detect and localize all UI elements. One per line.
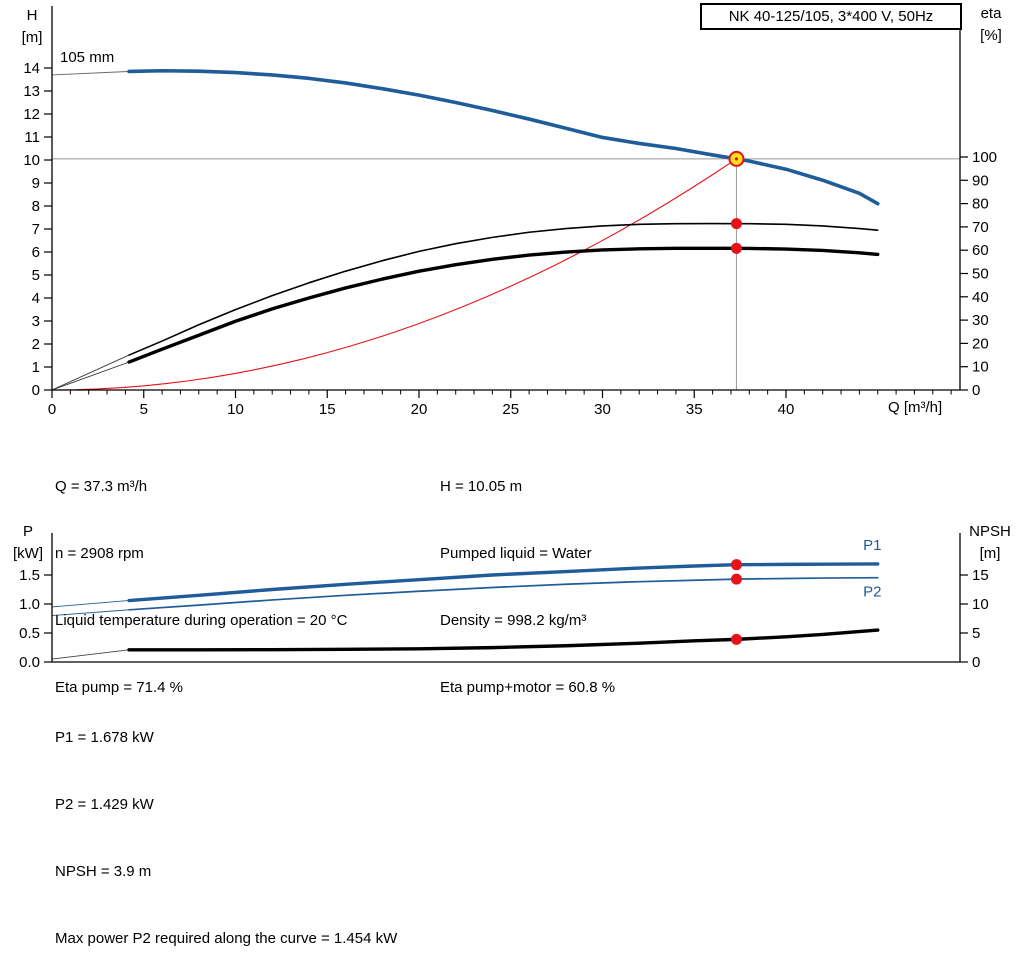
svg-text:60: 60 (972, 242, 989, 259)
svg-text:20: 20 (411, 401, 428, 418)
impeller-diameter-label: 105 mm (60, 49, 115, 66)
info-line-npsh: NPSH = 3.9 m (55, 863, 152, 881)
svg-text:10: 10 (972, 359, 989, 376)
svg-text:2: 2 (32, 336, 40, 353)
duty-info-left-column: Q = 37.3 m³/h n = 2908 rpm Liquid temper… (55, 431, 347, 722)
power-axis-label: P [kW] (6, 521, 50, 565)
info-line-liquid-temperature: Liquid temperature during operation = 20… (55, 612, 348, 630)
svg-text:4: 4 (32, 290, 40, 307)
svg-text:P1: P1 (863, 537, 881, 554)
svg-text:5: 5 (140, 401, 148, 418)
eta-axis-label: eta [%] (966, 3, 1016, 47)
svg-text:5: 5 (32, 267, 40, 284)
svg-text:0: 0 (972, 382, 980, 399)
svg-text:12: 12 (23, 106, 40, 123)
svg-text:11: 11 (24, 129, 40, 146)
head-axis-label-unit: [m] (21, 29, 43, 46)
head-axis-label-symbol: H (26, 7, 38, 24)
flow-axis-label: Q [m³/h] (888, 399, 943, 416)
svg-text:70: 70 (972, 219, 989, 236)
npsh-axis-label-symbol: NPSH (969, 523, 1011, 540)
head-axis-label: H [m] (12, 5, 52, 49)
npsh-axis-label-unit: [m] (979, 545, 1001, 562)
svg-text:30: 30 (972, 312, 989, 329)
svg-text:14: 14 (23, 60, 40, 77)
svg-text:8: 8 (32, 198, 40, 215)
svg-text:90: 90 (972, 172, 989, 189)
svg-text:7: 7 (32, 221, 40, 238)
info-line-density: Density = 998.2 kg/m³ (440, 612, 587, 630)
svg-text:15: 15 (972, 567, 989, 584)
svg-text:5: 5 (972, 625, 980, 642)
info-line-eta-pump: Eta pump = 71.4 % (55, 679, 183, 697)
svg-text:6: 6 (32, 244, 40, 261)
info-line-speed: n = 2908 rpm (55, 545, 144, 563)
svg-text:10: 10 (227, 401, 244, 418)
svg-text:10: 10 (972, 596, 989, 613)
svg-text:0: 0 (32, 382, 40, 399)
info-line-eta-pump-motor: Eta pump+motor = 60.8 % (440, 679, 616, 697)
svg-text:P2: P2 (863, 583, 881, 600)
svg-text:0: 0 (972, 654, 980, 671)
svg-text:40: 40 (972, 289, 989, 306)
svg-text:20: 20 (972, 335, 989, 352)
svg-text:3: 3 (32, 313, 40, 330)
info-line-p2: P2 = 1.429 kW (55, 796, 154, 814)
svg-text:0: 0 (48, 401, 56, 418)
power-axis-label-symbol: P (22, 523, 33, 540)
svg-text:100: 100 (972, 149, 997, 166)
svg-text:80: 80 (972, 196, 989, 213)
info-line-max-power: Max power P2 required along the curve = … (55, 930, 398, 948)
svg-text:0.0: 0.0 (19, 654, 40, 671)
power-axis-label-unit: [kW] (13, 545, 43, 562)
pump-curve-page: { "title_box": "NK 40-125/105, 3*400 V, … (6, 3, 1020, 948)
info-line-head: H = 10.05 m (440, 477, 523, 495)
pump-performance-chart: 0123456789101112131401020304050607080901… (23, 6, 997, 418)
svg-text:9: 9 (32, 175, 40, 192)
eta-axis-label-symbol: eta (980, 5, 1002, 22)
svg-text:10: 10 (23, 152, 40, 169)
svg-text:1.0: 1.0 (19, 596, 40, 613)
info-line-p1: P1 = 1.678 kW (55, 728, 154, 746)
svg-text:13: 13 (23, 83, 40, 100)
svg-text:30: 30 (594, 401, 611, 418)
power-info-block: P1 = 1.678 kW P2 = 1.429 kW NPSH = 3.9 m… (55, 682, 397, 973)
info-line-pumped-liquid: Pumped liquid = Water (440, 545, 592, 563)
svg-text:1.5: 1.5 (19, 567, 40, 584)
info-line-flow: Q = 37.3 m³/h (55, 477, 148, 495)
power-npsh-chart: 0.0 0.5 1.0 1.5 0 5 10 15 P1 P2 (19, 533, 989, 671)
svg-text:1: 1 (32, 359, 40, 376)
svg-text:50: 50 (972, 266, 989, 283)
npsh-axis-label: NPSH [m] (960, 521, 1020, 565)
svg-text:25: 25 (502, 401, 519, 418)
eta-axis-label-unit: [%] (980, 27, 1002, 44)
svg-text:15: 15 (319, 401, 336, 418)
svg-text:35: 35 (686, 401, 703, 418)
duty-info-right-column: H = 10.05 m Pumped liquid = Water Densit… (440, 431, 615, 722)
svg-text:40: 40 (778, 401, 795, 418)
svg-text:0.5: 0.5 (19, 625, 40, 642)
pump-title-box: NK 40-125/105, 3*400 V, 50Hz (700, 3, 962, 30)
